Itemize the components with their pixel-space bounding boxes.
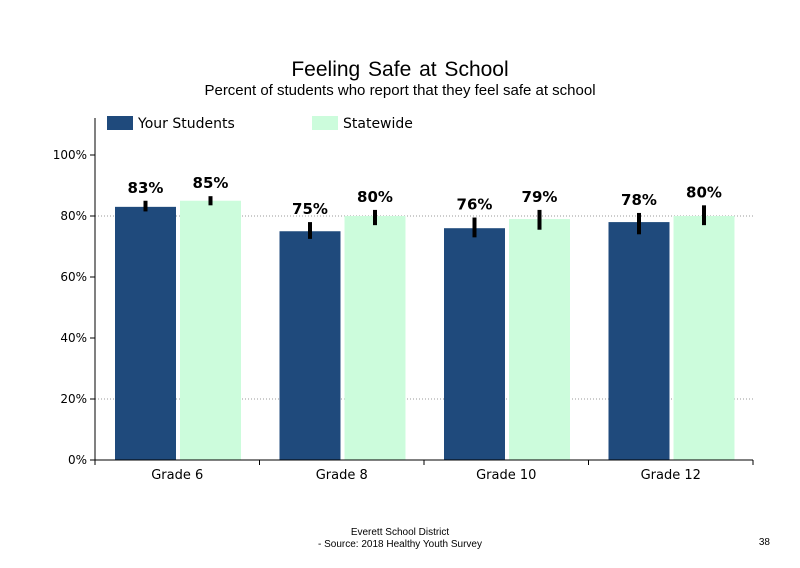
bar-statewide-1 (344, 216, 406, 460)
bar-statewide-2 (509, 219, 570, 460)
legend-swatch-your-students (107, 116, 133, 130)
data-label: 80% (686, 183, 722, 201)
legend-swatch-statewide (312, 116, 338, 130)
y-tick-label: 60% (60, 270, 87, 284)
x-tick-label: Grade 12 (641, 468, 701, 483)
footer-district: Everett School District (350, 527, 450, 538)
data-label: 85% (193, 174, 229, 192)
footer-source: - Source: 2018 Healthy Youth Survey (318, 539, 482, 550)
y-tick-label: 20% (60, 392, 87, 406)
bar-your-students-0 (115, 206, 176, 460)
data-label: 80% (357, 188, 393, 206)
y-tick-label: 100% (53, 148, 87, 162)
legend-label: Your Students (137, 116, 235, 132)
y-tick-label: 0% (68, 453, 87, 467)
data-label: 75% (292, 200, 328, 218)
page-number: 38 (758, 537, 770, 548)
legend-label: Statewide (343, 116, 413, 132)
bar-your-students-1 (279, 231, 341, 460)
data-label: 76% (457, 196, 493, 214)
y-tick-label: 80% (60, 209, 87, 223)
data-label: 78% (621, 191, 657, 209)
x-tick-label: Grade 8 (316, 468, 368, 483)
x-tick-label: Grade 10 (476, 468, 536, 483)
chart-title: Feeling Safe at School (291, 58, 509, 81)
bar-your-students-2 (444, 228, 505, 460)
y-tick-label: 40% (60, 331, 87, 345)
data-label: 83% (128, 179, 164, 197)
x-tick-label: Grade 6 (151, 468, 203, 483)
bar-statewide-0 (180, 200, 241, 460)
bar-statewide-3 (673, 216, 735, 460)
bar-your-students-3 (608, 222, 670, 460)
data-label: 79% (522, 188, 558, 206)
chart-subtitle: Percent of students who report that they… (204, 82, 596, 99)
